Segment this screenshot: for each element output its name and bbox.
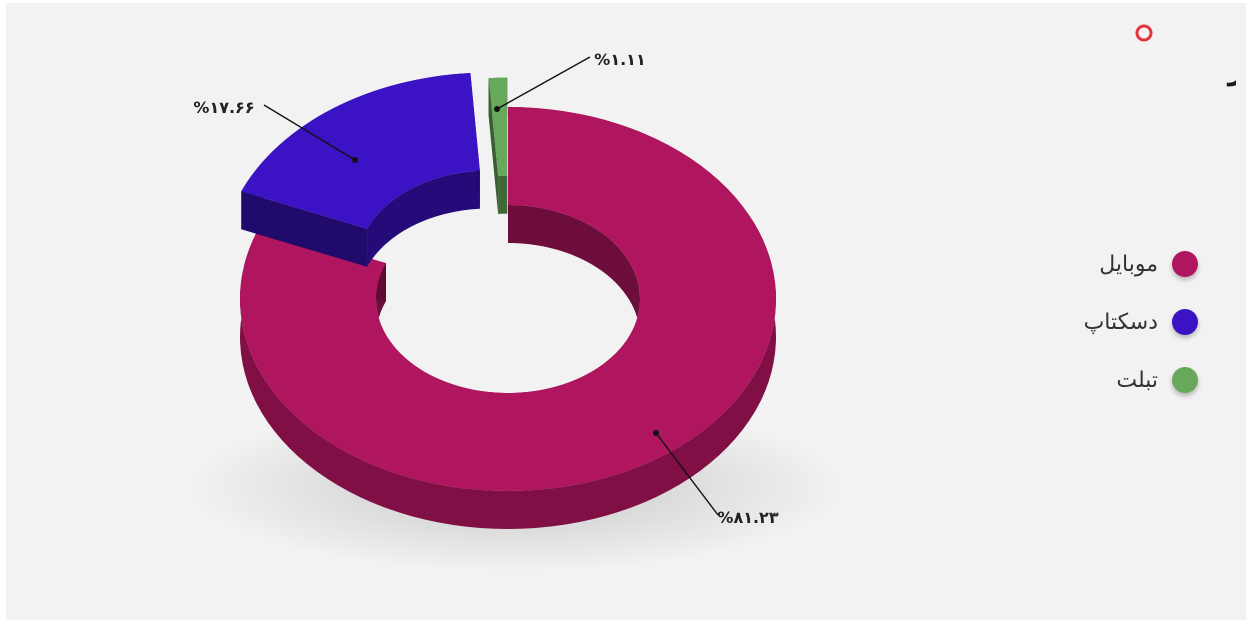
brand-logo: آچاربازار <box>1135 24 1236 87</box>
slice-tablet-top <box>488 77 508 176</box>
leader-line-desktop <box>263 104 356 161</box>
legend-item-desktop: دسکتاپ <box>1084 293 1198 351</box>
leader-dot-mobile <box>653 430 659 436</box>
legend-swatch-desktop <box>1172 309 1198 335</box>
legend-swatch-tablet <box>1172 367 1198 393</box>
slice-tablet-cut-face-0 <box>488 78 499 214</box>
donut-chart: %۸۱.۲۳ %۱۷.۶۶ %۱.۱۱ <box>188 50 844 572</box>
slice-mobile <box>239 107 776 529</box>
slice-tablet <box>488 77 508 214</box>
legend-swatch-mobile <box>1172 251 1198 277</box>
chart-legend: موبایل دسکتاپ تبلت <box>1084 235 1198 409</box>
leader-dot-tablet <box>494 106 500 112</box>
legend-label-tablet: تبلت <box>1116 367 1158 393</box>
data-label-desktop: %۱۷.۶۶ <box>193 98 254 117</box>
legend-label-desktop: دسکتاپ <box>1083 309 1158 335</box>
donut-hole <box>378 226 638 410</box>
legend-label-mobile: موبایل <box>1099 251 1158 277</box>
slice-desktop <box>241 73 480 267</box>
brand-logo-text: آچاربازار <box>1226 50 1236 87</box>
slice-mobile-top <box>239 107 776 492</box>
leader-line-tablet <box>496 56 591 110</box>
leader-dot-desktop <box>352 157 358 163</box>
legend-item-mobile: موبایل <box>1084 235 1198 293</box>
data-label-tablet: %۱.۱۱ <box>594 50 645 69</box>
slice-desktop-cut-face-0 <box>241 191 368 267</box>
slice-tablet-inner-wall <box>498 175 508 214</box>
legend-item-tablet: تبلت <box>1084 351 1198 409</box>
slice-desktop-top <box>241 73 480 229</box>
chart-frame: %۸۱.۲۳ %۱۷.۶۶ %۱.۱۱ آچاربازار موبایل دسکتا… <box>6 3 1246 620</box>
slice-desktop-inner-wall <box>367 170 480 267</box>
leader-line-mobile <box>655 432 719 516</box>
data-label-mobile: %۸۱.۲۳ <box>717 508 778 527</box>
